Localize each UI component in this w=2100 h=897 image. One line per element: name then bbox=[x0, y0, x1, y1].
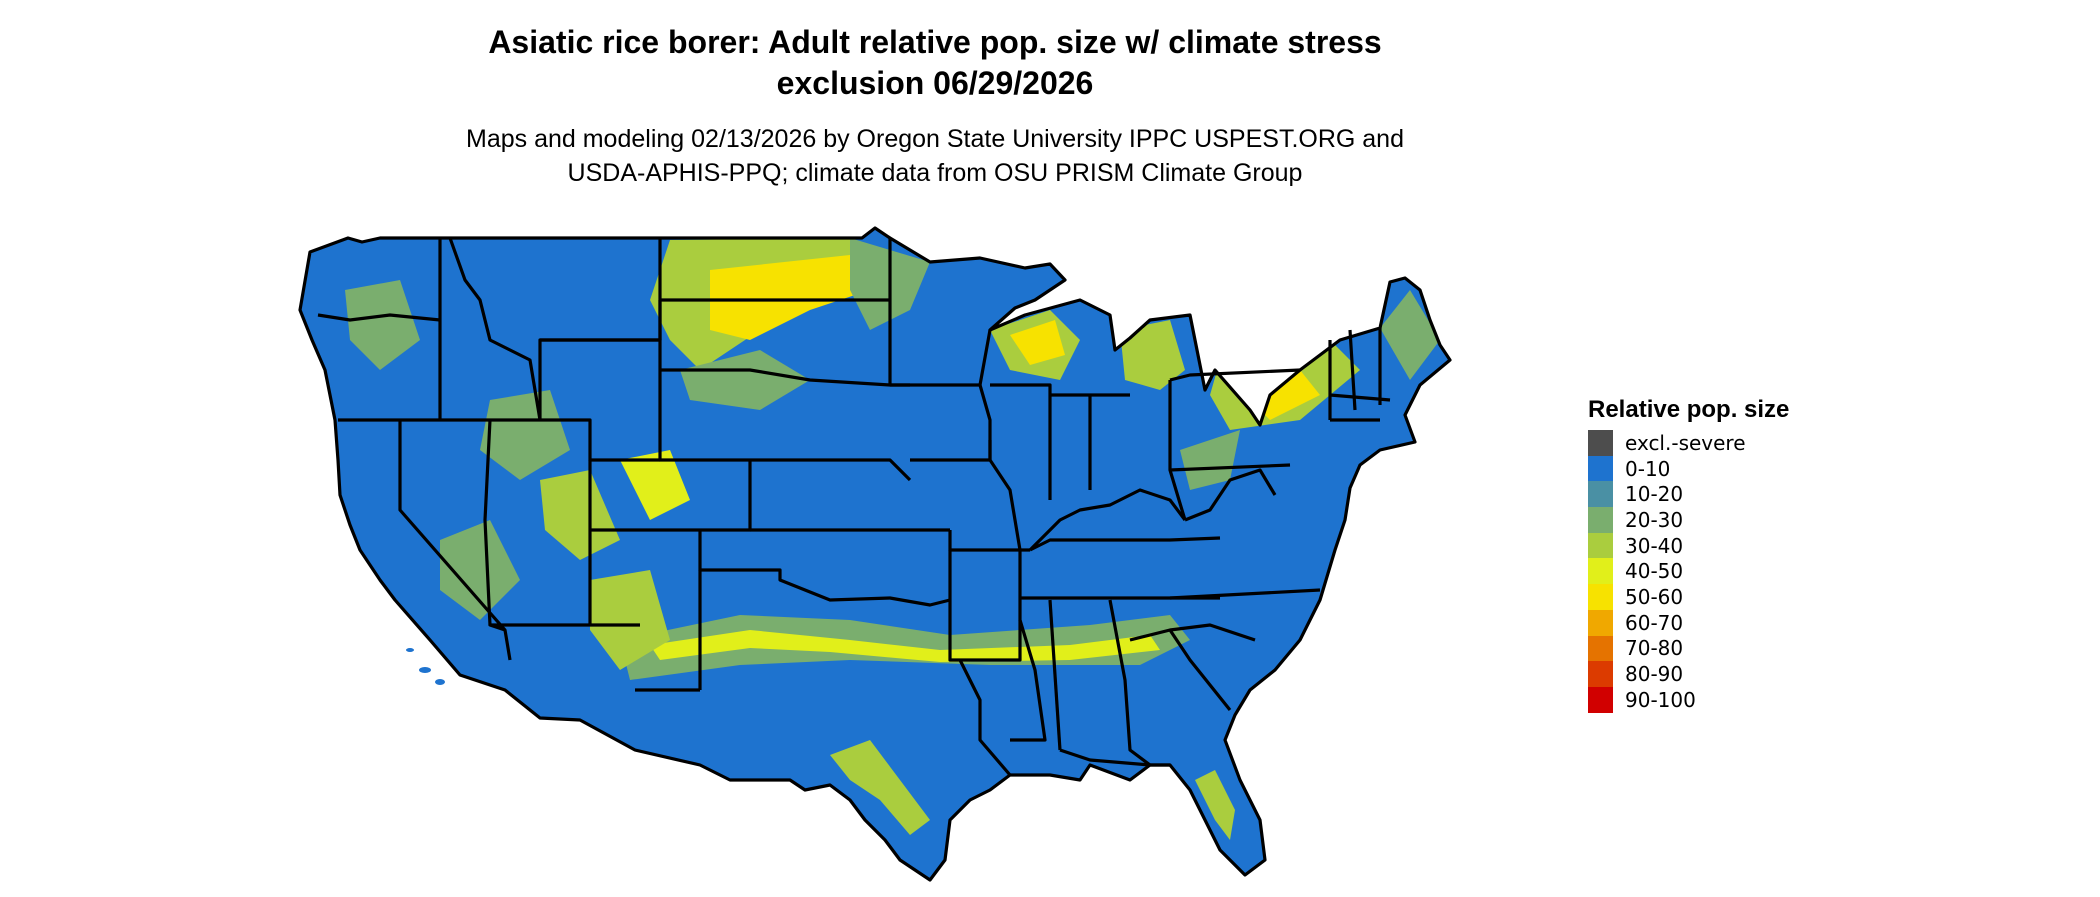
border-wa-or bbox=[317, 313, 441, 322]
legend-item: 0-10 bbox=[1588, 455, 1789, 482]
legend-swatch bbox=[1588, 584, 1613, 610]
region-pacific-northwest bbox=[345, 280, 420, 370]
legend-swatch bbox=[1588, 507, 1613, 533]
legend-swatch bbox=[1588, 481, 1613, 508]
legend-item: 50-60 bbox=[1588, 584, 1789, 610]
island-channel-3 bbox=[406, 648, 414, 652]
region-florida bbox=[1195, 770, 1235, 840]
border-al-ga bbox=[1108, 599, 1151, 767]
legend-label: excl.-severe bbox=[1625, 430, 1746, 455]
legend-item: 80-90 bbox=[1588, 661, 1789, 687]
legend-item: 10-20 bbox=[1588, 481, 1789, 508]
border-fl bbox=[1059, 748, 1170, 767]
region-sierra bbox=[440, 520, 520, 620]
legend-label: 40-50 bbox=[1625, 559, 1684, 584]
border-ne-ks bbox=[750, 458, 912, 482]
region-wisconsin-high bbox=[1010, 320, 1065, 365]
border-sc-ga bbox=[1168, 629, 1232, 711]
border-ok-tx bbox=[698, 530, 951, 607]
legend-swatch bbox=[1588, 635, 1613, 662]
legend-item: 30-40 bbox=[1588, 532, 1789, 559]
legend-item: 20-30 bbox=[1588, 507, 1789, 533]
region-michigan bbox=[1120, 320, 1185, 390]
border-wi-il bbox=[990, 383, 1052, 395]
subtitle-line-1: Maps and modeling 02/13/2026 by Oregon S… bbox=[466, 125, 1404, 153]
region-appalachia bbox=[1180, 430, 1240, 490]
legend-item: excl.-severe bbox=[1588, 430, 1789, 456]
border-nv-ut bbox=[483, 419, 492, 626]
legend: Relative pop. size excl.-severe 0-10 10-20… bbox=[1588, 396, 1789, 713]
border-ar-la bbox=[948, 550, 1022, 662]
legend-title: Relative pop. size bbox=[1588, 396, 1790, 423]
legend-label: 60-70 bbox=[1625, 610, 1684, 635]
title-line-1: Asiatic rice borer: Adult relative pop. … bbox=[488, 24, 1382, 60]
legend-items: excl.-severe 0-10 10-20 20-30 30-40 40-50 50-6… bbox=[1588, 430, 1789, 713]
region-rockies bbox=[620, 450, 690, 520]
region-colorado-plateau bbox=[540, 470, 620, 560]
legend-item: 70-80 bbox=[1588, 635, 1789, 662]
legend-swatch bbox=[1588, 686, 1613, 713]
border-pa-south bbox=[1169, 463, 1291, 472]
us-map-svg bbox=[298, 226, 1452, 882]
state-borders bbox=[298, 226, 1452, 882]
island-channel-1 bbox=[419, 667, 431, 673]
title-line-2: exclusion 06/29/2026 bbox=[776, 65, 1094, 101]
legend-item: 40-50 bbox=[1588, 558, 1789, 585]
legend-swatch bbox=[1588, 532, 1613, 559]
legend-swatch bbox=[1588, 661, 1613, 687]
border-tx-la bbox=[958, 659, 1012, 777]
region-maine bbox=[1380, 290, 1440, 380]
border-ky-north bbox=[1028, 488, 1187, 552]
border-ca-nv bbox=[398, 420, 512, 661]
border-wv-va bbox=[1184, 468, 1277, 522]
map-title: Asiatic rice borer: Adult relative pop. … bbox=[0, 22, 1870, 104]
suitability-fill bbox=[300, 228, 1450, 880]
legend-swatch bbox=[1588, 609, 1613, 636]
border-sd-ne bbox=[660, 368, 891, 387]
legend-label: 10-20 bbox=[1625, 482, 1684, 507]
region-southern-belt-high bbox=[650, 630, 1160, 662]
legend-label: 90-100 bbox=[1625, 687, 1696, 712]
legend-label: 70-80 bbox=[1625, 636, 1684, 661]
border-ma bbox=[1329, 393, 1391, 402]
border-va-nc bbox=[1169, 588, 1321, 600]
us-map bbox=[290, 220, 1550, 892]
legend-item: 60-70 bbox=[1588, 609, 1789, 636]
border-ia-il bbox=[978, 384, 1022, 551]
region-great-basin bbox=[480, 390, 570, 480]
border-pa-ny bbox=[1169, 368, 1301, 382]
region-texas-coast bbox=[830, 740, 930, 835]
legend-swatch bbox=[1588, 430, 1613, 456]
legend-item: 90-100 bbox=[1588, 686, 1789, 713]
region-arizona-rim bbox=[590, 570, 670, 670]
border-ky-tn bbox=[1029, 536, 1221, 552]
islands bbox=[406, 648, 445, 685]
legend-swatch bbox=[1588, 558, 1613, 585]
border-ut-ne bbox=[540, 418, 660, 462]
border-ms-al bbox=[1048, 599, 1062, 751]
island-channel-2 bbox=[435, 679, 445, 685]
legend-label: 80-90 bbox=[1625, 662, 1684, 687]
region-nebraska-north bbox=[680, 350, 810, 410]
border-id-mt bbox=[448, 237, 542, 421]
region-dakota-high bbox=[710, 255, 870, 340]
subtitle-line-2: USDA-APHIS-PPQ; climate data from OSU PR… bbox=[567, 159, 1303, 187]
us-outline bbox=[298, 226, 1452, 882]
legend-label: 30-40 bbox=[1625, 533, 1684, 558]
legend-swatch bbox=[1588, 455, 1613, 482]
legend-label: 0-10 bbox=[1625, 456, 1671, 481]
legend-label: 50-60 bbox=[1625, 584, 1684, 609]
border-nc-sc bbox=[1129, 623, 1256, 642]
legend-label: 20-30 bbox=[1625, 507, 1684, 532]
map-subtitle: Maps and modeling 02/13/2026 by Oregon S… bbox=[0, 122, 1870, 190]
